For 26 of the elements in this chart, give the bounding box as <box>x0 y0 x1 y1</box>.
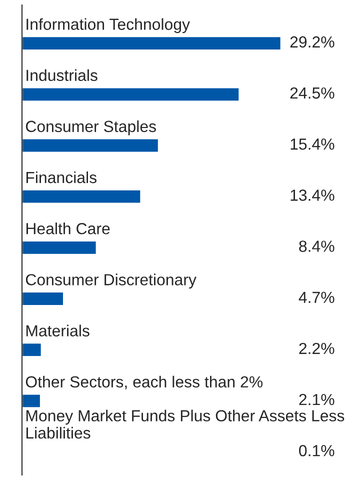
bar <box>22 188 142 204</box>
bar <box>22 86 240 102</box>
data-label: 8.4% <box>299 240 334 252</box>
data-label: 2.2% <box>299 342 334 354</box>
y-tick-label: Consumer Discretionary <box>26 274 196 289</box>
bar <box>22 138 160 154</box>
y-tick-label: Materials <box>26 324 90 336</box>
data-label: 4.7% <box>298 292 334 303</box>
bar <box>22 291 64 306</box>
bar <box>22 342 42 358</box>
data-label: 29.2% <box>290 36 334 48</box>
bar <box>22 36 282 51</box>
y-tick-label: Other Sectors, each less than 2% <box>26 376 263 390</box>
data-label: 0.1% <box>299 444 334 456</box>
y-tick-label: Health Care <box>26 222 110 234</box>
y-tick-label: Industrials <box>26 69 98 82</box>
bar <box>22 393 42 409</box>
y-tick-label: Money Market Funds Plus Other Assets Less Liabilities <box>26 410 344 439</box>
data-label: 13.4% <box>290 190 334 201</box>
y-tick-label: Information Technology <box>26 18 190 34</box>
data-label: 15.4% <box>290 138 334 150</box>
data-label: 24.5% <box>290 87 334 99</box>
y-tick-label: Consumer Staples <box>26 120 156 136</box>
data-label: 2.1% <box>299 394 334 406</box>
bar <box>22 240 98 256</box>
y-tick-label: Financials <box>26 171 96 184</box>
